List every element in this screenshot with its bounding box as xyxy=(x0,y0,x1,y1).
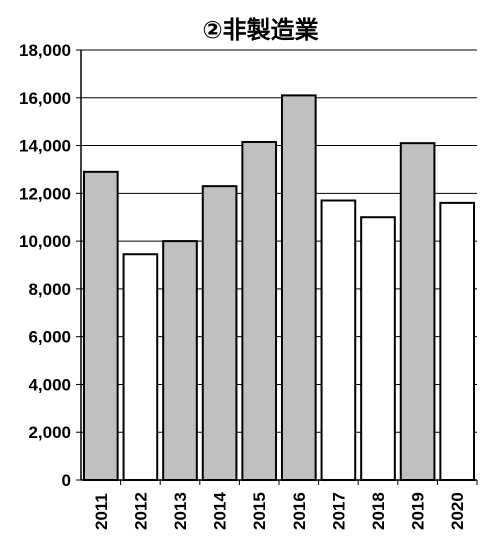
y-axis-ticks: 0 2,000 4,000 6,000 8,000 10,000 12,000 14,000 1… xyxy=(19,41,71,490)
y-tick-label: 12,000 xyxy=(19,184,71,203)
bar-2012 xyxy=(122,253,159,481)
x-tick-label: 2015 xyxy=(250,492,269,530)
bar-2014 xyxy=(201,185,238,482)
x-tick-label: 2018 xyxy=(369,492,388,530)
bar-2018 xyxy=(360,216,396,481)
bar-2013 xyxy=(162,240,198,481)
bars xyxy=(82,94,478,485)
y-tick-label: 0 xyxy=(62,471,71,490)
x-axis-ticks: 2011 2012 2013 2014 2015 2016 2017 2018 2019 2020 xyxy=(92,492,467,530)
x-tick-label: 2011 xyxy=(92,493,111,530)
y-tick-label: 8,000 xyxy=(28,280,71,299)
bar-2020 xyxy=(439,201,476,481)
x-tick-label: 2013 xyxy=(171,492,190,530)
y-tick-label: 18,000 xyxy=(19,41,71,60)
bar-2017 xyxy=(320,199,357,481)
x-tick-label: 2019 xyxy=(409,492,428,530)
x-tick-label: 2017 xyxy=(329,492,348,530)
y-tick-label: 16,000 xyxy=(19,89,71,108)
y-tick-label: 6,000 xyxy=(28,328,71,347)
bar-2019 xyxy=(399,142,436,482)
bar-2016 xyxy=(280,94,317,481)
axes xyxy=(80,50,477,481)
bar-2011 xyxy=(82,170,119,481)
x-tick-label: 2016 xyxy=(290,492,309,530)
y-tick-label: 4,000 xyxy=(28,375,71,394)
x-tick-label: 2014 xyxy=(211,492,230,530)
x-tick-label: 2020 xyxy=(448,492,467,530)
y-tick-label: 10,000 xyxy=(19,232,71,251)
y-tick-label: 14,000 xyxy=(19,137,71,156)
bar-2015 xyxy=(241,140,278,481)
y-tick-label: 2,000 xyxy=(28,423,71,442)
x-tick-label: 2012 xyxy=(131,492,150,530)
chart-title: ②非製造業 xyxy=(202,16,319,44)
